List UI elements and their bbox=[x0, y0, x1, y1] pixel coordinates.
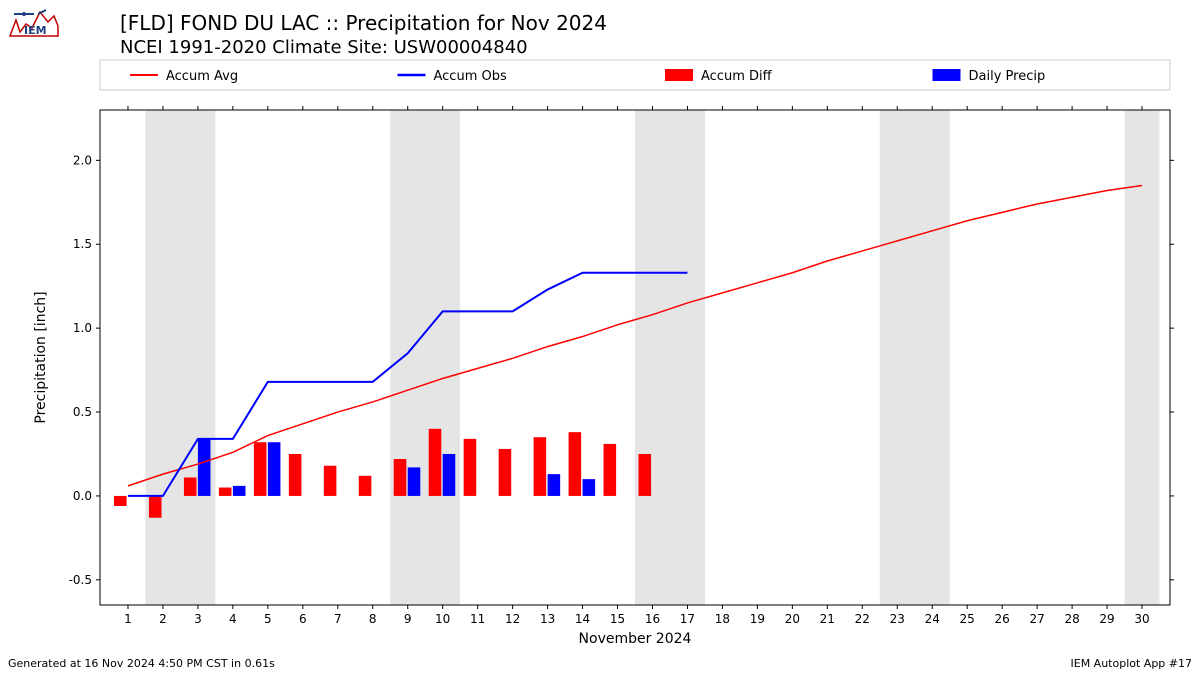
x-tick-label: 2 bbox=[159, 612, 167, 626]
svg-text:IEM: IEM bbox=[24, 24, 47, 37]
x-tick-label: 18 bbox=[715, 612, 730, 626]
bar-accum-diff bbox=[184, 477, 197, 495]
bar-daily-precip bbox=[443, 454, 456, 496]
x-tick-label: 23 bbox=[890, 612, 905, 626]
bar-accum-diff bbox=[114, 496, 127, 506]
footer-left: Generated at 16 Nov 2024 4:50 PM CST in … bbox=[8, 657, 275, 670]
x-tick-label: 11 bbox=[470, 612, 485, 626]
x-tick-label: 4 bbox=[229, 612, 237, 626]
legend-label: Daily Precip bbox=[969, 69, 1046, 84]
x-tick-label: 25 bbox=[960, 612, 975, 626]
weekend-shade bbox=[1125, 110, 1160, 605]
bar-daily-precip bbox=[408, 467, 421, 496]
chart-subtitle: NCEI 1991-2020 Climate Site: USW00004840 bbox=[120, 37, 528, 58]
bar-accum-diff bbox=[394, 459, 407, 496]
x-tick-label: 17 bbox=[680, 612, 695, 626]
x-tick-label: 10 bbox=[435, 612, 450, 626]
chart-title: [FLD] FOND DU LAC :: Precipitation for N… bbox=[120, 11, 607, 35]
iem-logo-icon: IEM bbox=[6, 6, 62, 46]
bar-daily-precip bbox=[268, 442, 281, 496]
y-axis-label: Precipitation [inch] bbox=[33, 291, 49, 423]
y-tick-label: 2.0 bbox=[73, 153, 92, 167]
x-tick-label: 14 bbox=[575, 612, 590, 626]
bar-accum-diff bbox=[534, 437, 547, 496]
legend-label: Accum Obs bbox=[434, 69, 507, 84]
bar-accum-diff bbox=[359, 476, 372, 496]
legend-swatch bbox=[665, 69, 693, 81]
bar-accum-diff bbox=[219, 488, 232, 496]
x-tick-label: 20 bbox=[785, 612, 800, 626]
bar-accum-diff bbox=[499, 449, 512, 496]
bar-accum-diff bbox=[254, 442, 267, 496]
x-tick-label: 26 bbox=[995, 612, 1010, 626]
footer-right: IEM Autoplot App #17 bbox=[1071, 657, 1193, 670]
x-tick-label: 3 bbox=[194, 612, 202, 626]
bar-daily-precip bbox=[583, 479, 596, 496]
x-tick-label: 15 bbox=[610, 612, 625, 626]
x-tick-label: 1 bbox=[124, 612, 132, 626]
precipitation-chart: [FLD] FOND DU LAC :: Precipitation for N… bbox=[0, 0, 1200, 675]
x-tick-label: 6 bbox=[299, 612, 307, 626]
bar-daily-precip bbox=[198, 439, 211, 496]
x-axis-label: November 2024 bbox=[579, 631, 692, 647]
y-tick-label: 0.0 bbox=[73, 489, 92, 503]
bar-accum-diff bbox=[429, 429, 442, 496]
x-tick-label: 13 bbox=[540, 612, 555, 626]
weekend-shade bbox=[390, 110, 460, 605]
bar-accum-diff bbox=[604, 444, 617, 496]
x-tick-label: 30 bbox=[1134, 612, 1149, 626]
bar-accum-diff bbox=[149, 496, 162, 518]
x-tick-label: 7 bbox=[334, 612, 342, 626]
x-tick-label: 16 bbox=[645, 612, 660, 626]
bar-accum-diff bbox=[289, 454, 302, 496]
legend-label: Accum Avg bbox=[166, 69, 238, 84]
bar-accum-diff bbox=[324, 466, 337, 496]
x-tick-label: 5 bbox=[264, 612, 272, 626]
bar-accum-diff bbox=[638, 454, 651, 496]
bar-daily-precip bbox=[548, 474, 561, 496]
legend-swatch bbox=[933, 69, 961, 81]
y-tick-label: -0.5 bbox=[69, 573, 92, 587]
x-tick-label: 9 bbox=[404, 612, 412, 626]
x-tick-label: 19 bbox=[750, 612, 765, 626]
y-tick-label: 0.5 bbox=[73, 405, 92, 419]
x-tick-label: 28 bbox=[1064, 612, 1079, 626]
x-tick-label: 27 bbox=[1029, 612, 1044, 626]
y-tick-label: 1.0 bbox=[73, 321, 92, 335]
x-tick-label: 21 bbox=[820, 612, 835, 626]
weekend-shade bbox=[145, 110, 215, 605]
weekend-shade bbox=[635, 110, 705, 605]
legend-label: Accum Diff bbox=[701, 69, 773, 84]
bar-daily-precip bbox=[233, 486, 246, 496]
bar-accum-diff bbox=[569, 432, 582, 496]
weekend-shade bbox=[880, 110, 950, 605]
x-tick-label: 29 bbox=[1099, 612, 1114, 626]
bar-accum-diff bbox=[464, 439, 477, 496]
y-tick-label: 1.5 bbox=[73, 237, 92, 251]
x-tick-label: 24 bbox=[925, 612, 940, 626]
x-tick-label: 8 bbox=[369, 612, 377, 626]
x-tick-label: 12 bbox=[505, 612, 520, 626]
x-tick-label: 22 bbox=[855, 612, 870, 626]
